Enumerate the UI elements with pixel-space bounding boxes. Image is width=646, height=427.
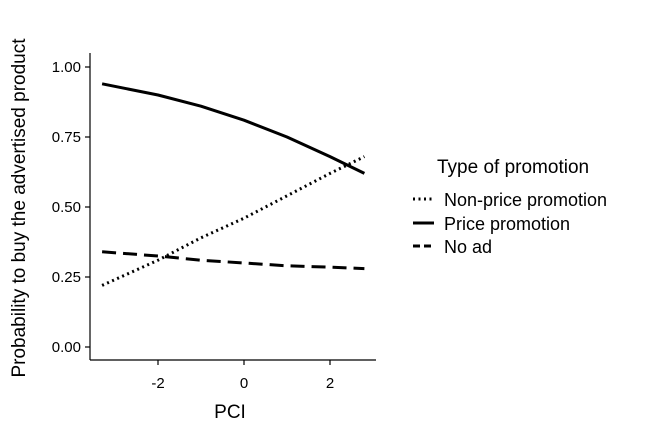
x-axis-title: PCI (214, 402, 246, 423)
legend-item-non-price-promotion: Non-price promotion (413, 190, 607, 210)
legend: Type of promotion Non-price promotion Pr… (413, 157, 607, 257)
y-axis-title: Probability to buy the advertised produc… (9, 38, 30, 378)
y-tick-label: 0.75 (52, 129, 81, 146)
y-tick-label: 0.50 (52, 199, 81, 216)
x-tick-label: -2 (151, 375, 164, 392)
x-tick-label: 0 (240, 375, 248, 392)
series-line-price-promotion (101, 82, 366, 175)
legend-label-price-promotion: Price promotion (444, 214, 570, 234)
legend-title: Type of promotion (437, 157, 589, 178)
series-line-no-ad (101, 250, 365, 271)
x-tick-label: 2 (326, 375, 334, 392)
legend-label-no-ad: No ad (444, 237, 492, 257)
y-tick-label: 0.25 (52, 269, 81, 286)
plot-area: 0.00 0.25 0.50 0.75 1.00 -2 0 2 (52, 53, 376, 392)
y-tick-label: 0.00 (52, 339, 81, 356)
legend-label-non-price-promotion: Non-price promotion (444, 190, 607, 210)
legend-item-no-ad: No ad (413, 237, 492, 257)
y-tick-label: 1.00 (52, 59, 81, 76)
legend-item-price-promotion: Price promotion (413, 214, 570, 234)
series-line-non-price-promotion (101, 155, 366, 287)
